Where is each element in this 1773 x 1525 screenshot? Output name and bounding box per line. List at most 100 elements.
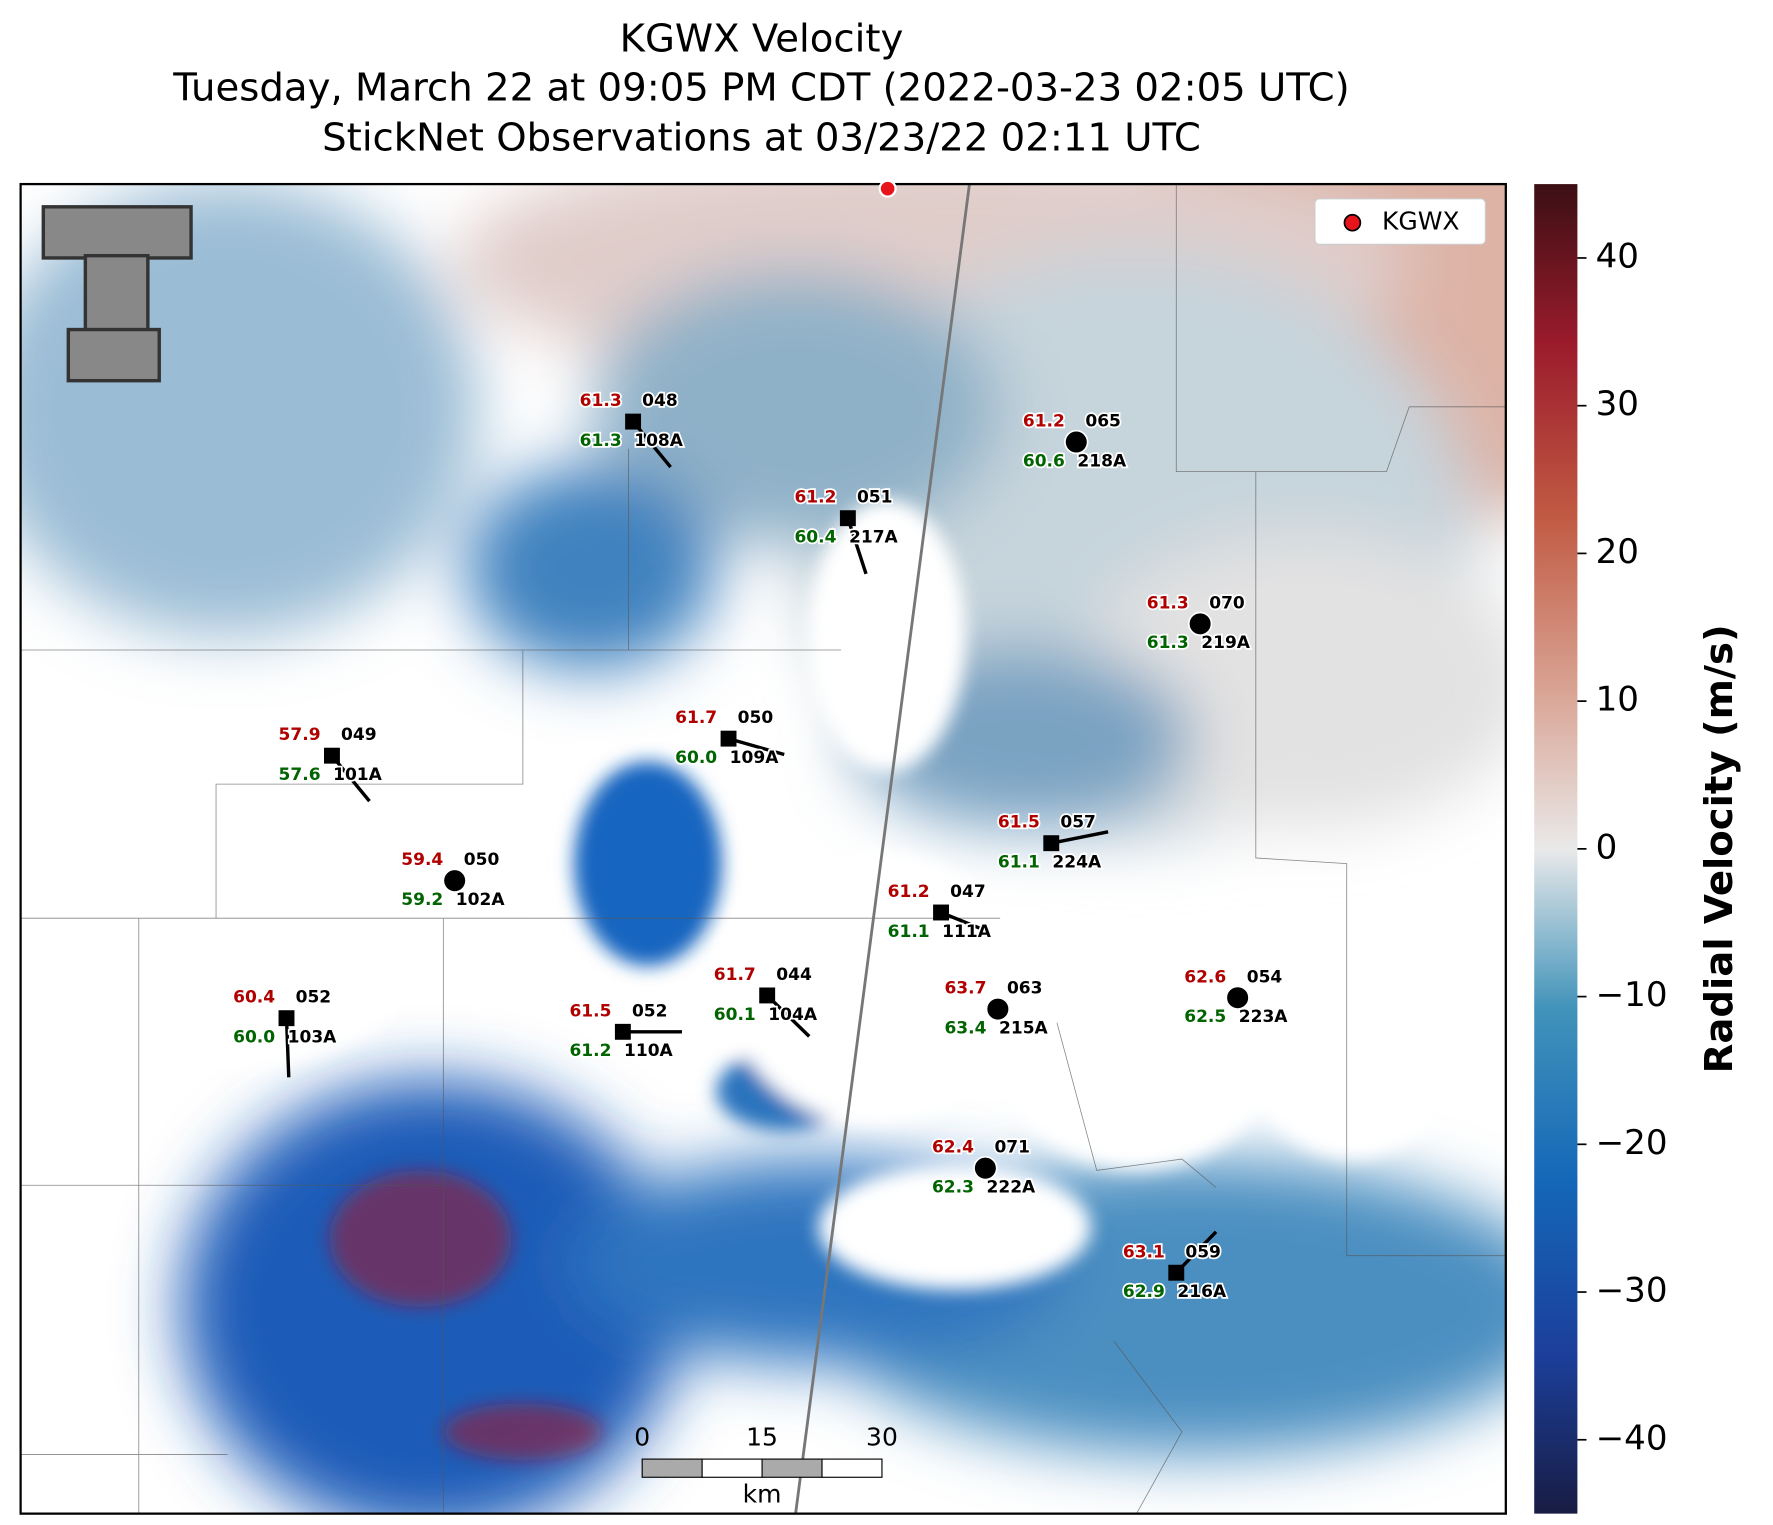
temperature: 61.2 (794, 488, 836, 508)
station-marker (625, 413, 642, 430)
dewpoint: 63.4 (944, 1018, 986, 1038)
dewpoint: 60.4 (794, 528, 836, 548)
colorbar-tick-label: −30 (1596, 1271, 1668, 1311)
station-id: 219A (1201, 633, 1251, 653)
dewpoint: 60.1 (714, 1005, 756, 1025)
colorbar-label: Radial Velocity (m/s) (1697, 624, 1742, 1073)
temperature: 62.6 (1184, 967, 1226, 987)
radar-field (20, 184, 1506, 1514)
dewpoint: 60.0 (233, 1028, 275, 1048)
station-id: 104A (768, 1005, 818, 1025)
station-marker (1187, 611, 1213, 637)
station-id: 222A (987, 1178, 1037, 1198)
station-id: 108A (634, 431, 684, 451)
station-marker (759, 987, 776, 1004)
dewpoint: 62.3 (932, 1178, 974, 1198)
station-marker (278, 1010, 295, 1027)
temperature: 61.3 (1147, 593, 1189, 613)
dewpoint: 61.1 (888, 922, 930, 942)
station-marker (1064, 429, 1089, 455)
wind-direction: 047 (950, 882, 986, 902)
colorbar-tick-label: −20 (1596, 1123, 1668, 1163)
temperature: 61.2 (888, 882, 930, 902)
legend-label: KGWX (1382, 207, 1460, 236)
temperature: 63.1 (1123, 1242, 1165, 1262)
station-id: 215A (999, 1018, 1049, 1038)
dewpoint: 61.1 (998, 853, 1040, 873)
colorbar-tick-label: 10 (1596, 680, 1639, 720)
temperature: 61.5 (569, 1001, 611, 1021)
ttu-logo (41, 205, 193, 383)
station-id: 216A (1177, 1282, 1227, 1302)
temperature: 60.4 (233, 988, 275, 1008)
temperature: 59.4 (401, 850, 443, 870)
wind-direction: 051 (857, 488, 893, 508)
dewpoint: 62.5 (1184, 1007, 1226, 1027)
wind-direction: 065 (1085, 412, 1121, 432)
colorbar-tick-label: −40 (1596, 1418, 1668, 1458)
dewpoint: 61.3 (1147, 633, 1189, 653)
station-marker (442, 868, 467, 893)
wind-barb (284, 1018, 291, 1078)
scale-tick-label: 0 (634, 1423, 650, 1452)
station-marker (614, 1023, 631, 1040)
temperature: 61.2 (1023, 412, 1065, 432)
temperature: 61.7 (714, 965, 756, 985)
dewpoint: 59.2 (401, 890, 443, 910)
temperature: 57.9 (279, 725, 321, 745)
temperature: 63.7 (944, 979, 986, 999)
station-marker (720, 730, 737, 747)
colorbar-tick-label: 0 (1596, 827, 1618, 867)
legend: KGWX (1314, 198, 1486, 245)
scale-segment (821, 1458, 883, 1478)
wind-direction: 050 (464, 850, 500, 870)
wind-direction: 049 (341, 725, 377, 745)
dewpoint: 61.3 (580, 431, 622, 451)
subtitle: Tuesday, March 22 at 09:05 PM CDT (2022-… (172, 65, 1349, 110)
radar-site (878, 179, 897, 198)
colorbar (1534, 184, 1578, 1514)
station-marker (985, 996, 1011, 1022)
colorbar-tick-label: 20 (1596, 532, 1639, 572)
wind-direction: 070 (1209, 593, 1245, 613)
scale-tick-label: 30 (866, 1423, 898, 1452)
station-id: 103A (288, 1028, 338, 1048)
dewpoint: 62.9 (1123, 1282, 1165, 1302)
station-id: 218A (1077, 451, 1127, 471)
wind-barb (728, 736, 785, 757)
title: KGWX Velocity (620, 16, 904, 61)
scale-unit: km (743, 1479, 782, 1508)
station-marker (973, 1155, 998, 1181)
temperature: 62.4 (932, 1138, 974, 1158)
dewpoint: 61.2 (569, 1041, 611, 1061)
scale-segment (701, 1458, 763, 1478)
station-id: 224A (1052, 853, 1102, 873)
colorbar-tick-label: 40 (1596, 236, 1639, 276)
scale-segment (641, 1458, 703, 1478)
scale-segment (761, 1458, 823, 1478)
wind-direction: 048 (642, 391, 678, 411)
station-id: 101A (333, 765, 383, 785)
station-id: 217A (849, 528, 899, 548)
wind-barb (846, 517, 868, 575)
station-marker (839, 510, 856, 527)
wind-direction: 054 (1247, 967, 1283, 987)
legend-marker (1343, 213, 1362, 232)
colorbar-tick-label: −10 (1596, 975, 1668, 1015)
station-id: 109A (730, 748, 780, 768)
wind-direction: 052 (632, 1001, 668, 1021)
wind-direction: 057 (1060, 813, 1096, 833)
wind-direction: 044 (776, 965, 812, 985)
station-marker (933, 904, 949, 921)
wind-direction: 052 (296, 988, 332, 1008)
dewpoint: 57.6 (279, 765, 321, 785)
colorbar-tick-label: 30 (1596, 384, 1639, 424)
dewpoint: 60.0 (675, 748, 717, 768)
dewpoint: 60.6 (1023, 451, 1065, 471)
temperature: 61.7 (675, 708, 717, 728)
wind-direction: 071 (994, 1138, 1030, 1158)
station-id: 110A (624, 1041, 674, 1061)
wind-direction: 063 (1007, 979, 1043, 999)
